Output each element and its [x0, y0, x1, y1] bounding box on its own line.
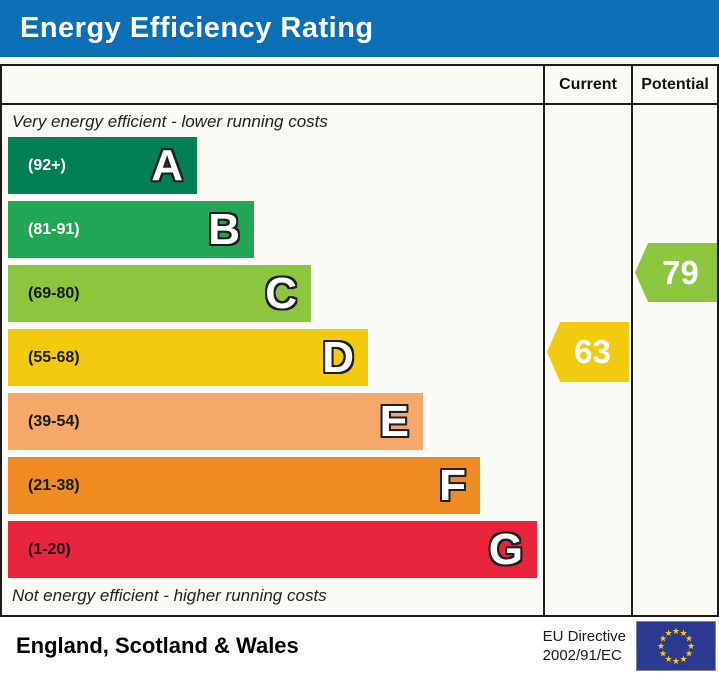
potential-rating-value: 79	[662, 253, 699, 291]
band-range-label: (92+)	[28, 156, 66, 174]
svg-text:★: ★	[685, 634, 693, 644]
table-header-spacer	[2, 66, 543, 103]
svg-text:★: ★	[672, 656, 680, 666]
band-f: (21-38) F	[8, 457, 480, 514]
eu-flag-icon: ★ ★★★★★★★★★★★	[636, 621, 716, 671]
svg-text:★: ★	[685, 649, 693, 659]
rating-table: Current Potential Very energy efficient …	[0, 64, 719, 617]
eu-directive-label: EU Directive 2002/91/EC	[543, 627, 626, 666]
region-label: England, Scotland & Wales	[16, 633, 299, 658]
band-a: (92+) A	[8, 137, 197, 194]
svg-text:★: ★	[672, 626, 680, 636]
current-column: 63	[543, 105, 631, 615]
svg-text:★: ★	[659, 649, 667, 659]
band-range-label: (55-68)	[28, 348, 80, 366]
band-d: (55-68) D	[8, 329, 368, 386]
band-range-label: (81-91)	[28, 220, 80, 238]
current-column-header: Current	[543, 66, 631, 103]
band-letter: G	[488, 524, 523, 574]
band-range-label: (69-80)	[28, 284, 80, 302]
potential-column: 79	[631, 105, 717, 615]
svg-text:★: ★	[664, 628, 672, 638]
page-title-bar: Energy Efficiency Rating	[0, 0, 719, 57]
potential-column-header: Potential	[631, 66, 717, 103]
bands-area: Very energy efficient - lower running co…	[2, 105, 543, 615]
page-title: Energy Efficiency Rating	[20, 12, 374, 44]
footer: England, Scotland & Wales EU Directive 2…	[0, 617, 719, 675]
band-g: (1-20) G	[8, 521, 537, 578]
svg-text:★: ★	[679, 628, 687, 638]
eu-directive-line2: 2002/91/EC	[542, 647, 622, 664]
eu-directive-line1: EU Directive	[542, 627, 626, 645]
band-letter: E	[379, 396, 409, 446]
band-range-label: (1-20)	[28, 540, 71, 558]
band-c: (69-80) C	[8, 265, 311, 322]
svg-text:★: ★	[664, 654, 672, 664]
potential-rating-arrow: 79	[635, 243, 717, 302]
band-letter: B	[208, 204, 240, 254]
top-caption: Very energy efficient - lower running co…	[12, 112, 328, 131]
band-letter: F	[439, 460, 466, 510]
band-range-label: (21-38)	[28, 476, 80, 494]
band-letter: C	[265, 268, 297, 318]
band-letter: D	[322, 332, 354, 382]
table-body-row: Very energy efficient - lower running co…	[2, 105, 717, 615]
band-letter: A	[151, 140, 183, 190]
svg-text:★: ★	[657, 641, 665, 651]
svg-text:★: ★	[687, 641, 695, 651]
current-rating-value: 63	[574, 333, 611, 370]
band-list: (92+) A (81-91) B (69-80) C (55-68) D (39-54) E (2…	[8, 137, 537, 585]
table-header-row: Current Potential	[2, 66, 717, 105]
current-rating-arrow: 63	[547, 322, 629, 382]
band-e: (39-54) E	[8, 393, 423, 450]
band-range-label: (39-54)	[28, 412, 80, 430]
band-b: (81-91) B	[8, 201, 254, 258]
bottom-caption: Not energy efficient - higher running co…	[12, 586, 327, 605]
svg-text:★: ★	[679, 654, 687, 664]
svg-text:★: ★	[659, 634, 667, 644]
